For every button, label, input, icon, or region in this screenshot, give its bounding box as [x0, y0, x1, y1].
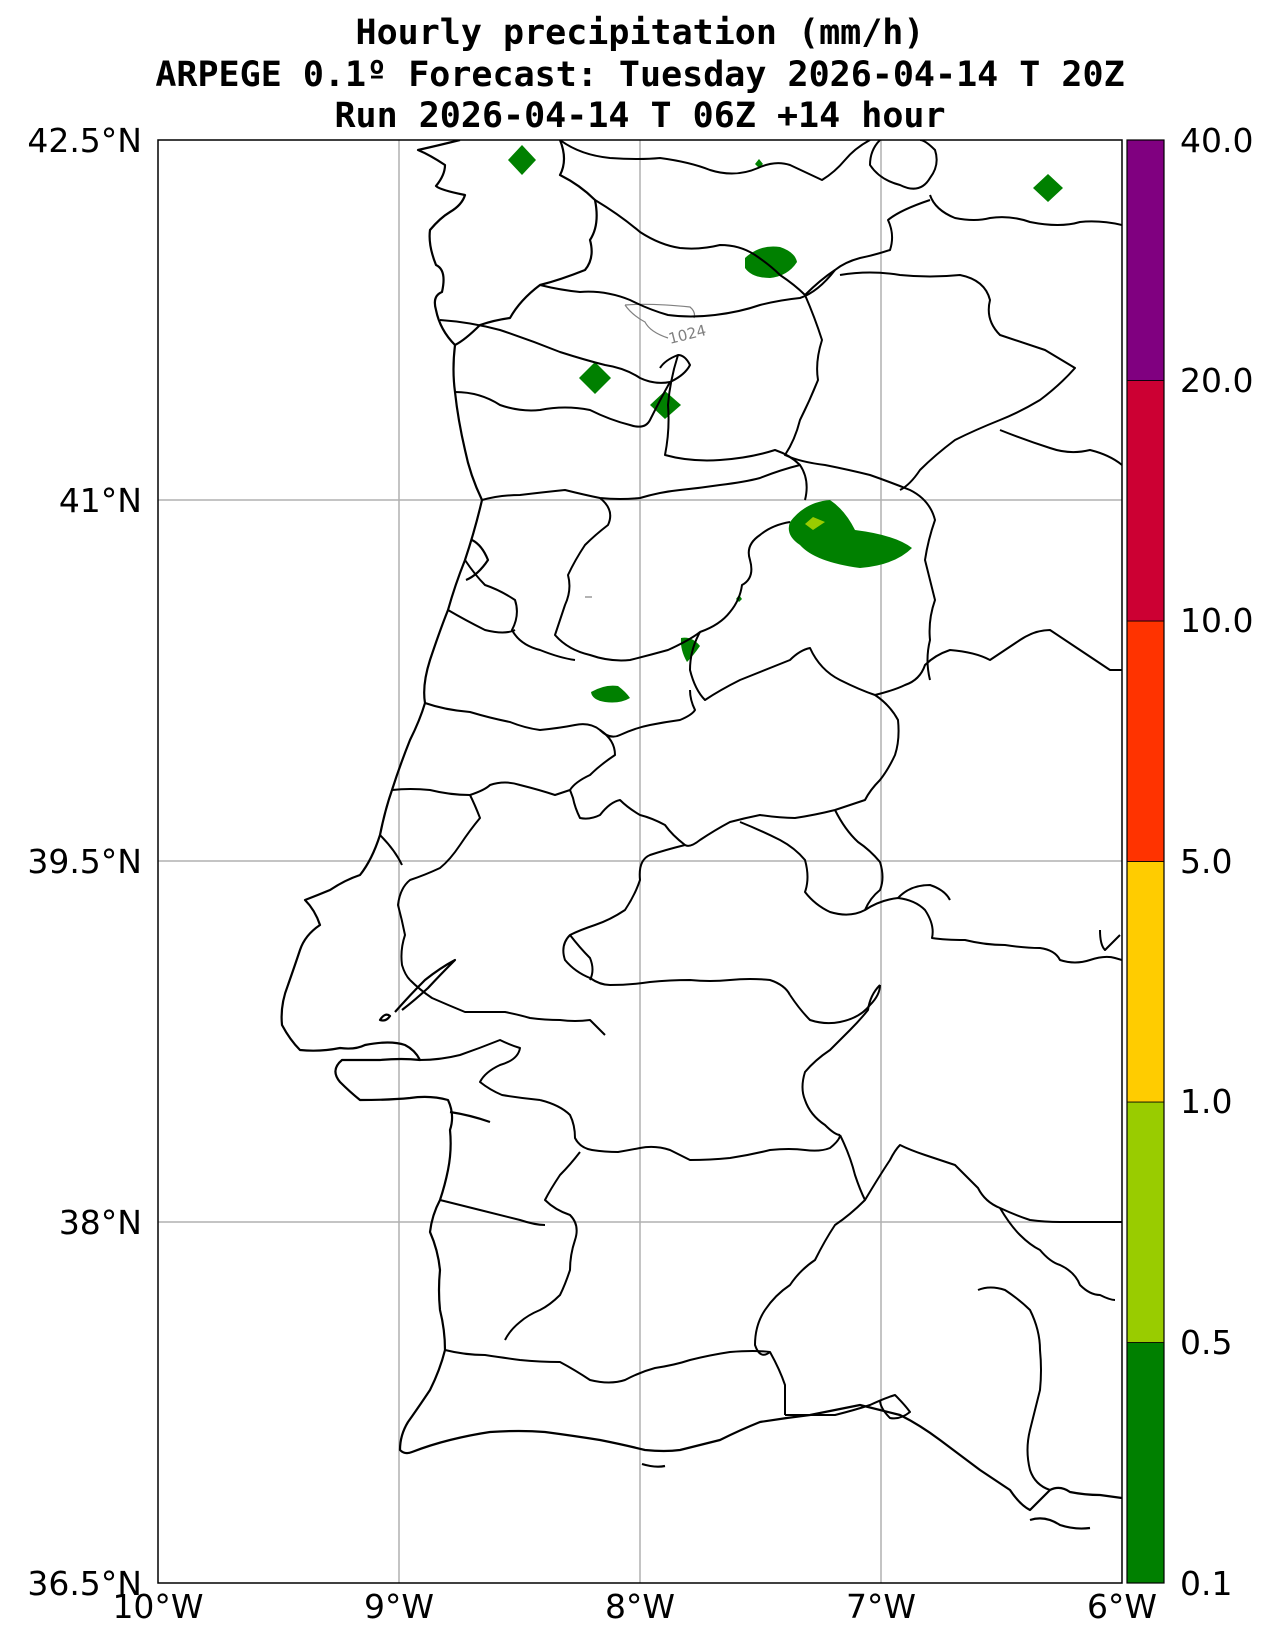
precip-cell: [745, 246, 797, 278]
lat-tick-label: 41°N: [59, 481, 142, 520]
sado-spit: [449, 1110, 491, 1124]
border: [897, 884, 951, 901]
cadiz-coast: [1029, 1517, 1091, 1530]
border: [569, 694, 900, 847]
precipitation-field: [508, 145, 1063, 703]
border: [481, 464, 801, 501]
border: [539, 269, 836, 318]
map-frame: [157, 139, 1123, 1584]
border: [439, 1199, 546, 1226]
colorbar-segments: [1126, 139, 1165, 1584]
district-borders: [379, 140, 1122, 1491]
title-line-2: ARPEGE 0.1º Forecast: Tuesday 2026-04-14…: [155, 55, 1124, 95]
colorbar-label: 20.0: [1180, 361, 1253, 400]
colorbar-label: 10.0: [1180, 601, 1253, 640]
border: [739, 821, 1122, 964]
border: [839, 1134, 1122, 1223]
lat-tick-label: 38°N: [59, 1203, 142, 1242]
border: [999, 1207, 1116, 1301]
border: [785, 1394, 911, 1420]
colorbar-labels: 0.1 0.5 1.0 5.0 10.0 20.0 40.0: [1180, 121, 1253, 1603]
border-spain-east: [784, 294, 936, 681]
graticule: [158, 140, 1122, 1583]
precip-cell-light: [805, 517, 825, 530]
border: [834, 809, 884, 911]
coast-west-south: [280, 344, 1122, 1512]
title-line-3: Run 2026-04-14 T 06Z +14 hour: [334, 96, 945, 136]
border: [977, 1286, 1051, 1491]
lon-tick-label: 10°W: [112, 1587, 203, 1626]
border: [569, 934, 594, 981]
precip-cell: [788, 500, 912, 568]
colorbar-segment: [1126, 620, 1165, 862]
border: [594, 199, 931, 296]
border: [454, 381, 671, 428]
colorbar-segment: [1126, 380, 1165, 622]
lat-tick-label: 39.5°N: [27, 842, 142, 881]
border: [869, 140, 938, 190]
border: [754, 1199, 866, 1415]
precip-cell: [650, 391, 681, 419]
lat-tick-label: 36.5°N: [27, 1564, 142, 1603]
lon-tick-label: 7°W: [846, 1587, 916, 1626]
border: [464, 559, 576, 661]
border: [999, 429, 1122, 466]
border: [439, 319, 691, 384]
border: [839, 271, 1076, 491]
precip-cell: [1033, 174, 1063, 202]
colorbar-frame: [1126, 139, 1165, 1584]
colorbar-label: 5.0: [1180, 842, 1232, 881]
border: [447, 609, 516, 634]
colorbar-segment: [1126, 1342, 1165, 1584]
border: [1099, 929, 1121, 951]
border: [419, 1039, 541, 1101]
lon-tick-label: 9°W: [364, 1587, 434, 1626]
border: [929, 194, 1122, 226]
coast-north: [416, 140, 598, 347]
colorbar-label: 0.5: [1180, 1323, 1232, 1362]
colorbar-label: 40.0: [1180, 121, 1253, 160]
border: [554, 497, 791, 662]
aveiro-lagoon: [465, 539, 490, 582]
title-line-1: Hourly precipitation (mm/h): [356, 13, 925, 53]
border: [409, 979, 606, 1036]
lat-axis: 42.5°N 41°N 39.5°N 38°N 36.5°N: [27, 121, 142, 1603]
border: [539, 1099, 841, 1161]
map-panel: 1024: [157, 139, 1123, 1584]
tagus-island: [378, 1013, 392, 1022]
colorbar-segment: [1126, 1101, 1165, 1343]
border: [562, 844, 791, 996]
colorbar-label: 0.1: [1180, 1564, 1232, 1603]
ria-formosa: [641, 1462, 666, 1468]
colorbar-label: 1.0: [1180, 1082, 1232, 1121]
lon-tick-label: 8°W: [605, 1587, 675, 1626]
tagus-estuary: [394, 958, 457, 1013]
border: [801, 984, 881, 1136]
lat-tick-label: 42.5°N: [27, 121, 142, 160]
border: [504, 1151, 581, 1341]
border: [444, 1349, 771, 1384]
precip-cell: [508, 145, 536, 175]
colorbar-segment: [1126, 139, 1165, 381]
precip-cell: [579, 362, 611, 394]
border: [689, 629, 1122, 701]
coastline: [280, 140, 1122, 1530]
border: [391, 781, 571, 796]
border: [397, 794, 481, 981]
colorbar-segment: [1126, 861, 1165, 1103]
border-galicia-portugal: [559, 140, 871, 181]
border: [789, 984, 881, 1025]
colorbar: 0.1 0.5 1.0 5.0 10.0 20.0 40.0: [1126, 121, 1253, 1603]
lon-axis: 10°W 9°W 8°W 7°W 6°W: [112, 1587, 1157, 1626]
precip-cell: [591, 685, 630, 703]
border: [569, 729, 616, 791]
lon-tick-label: 6°W: [1087, 1587, 1157, 1626]
border: [379, 834, 403, 866]
